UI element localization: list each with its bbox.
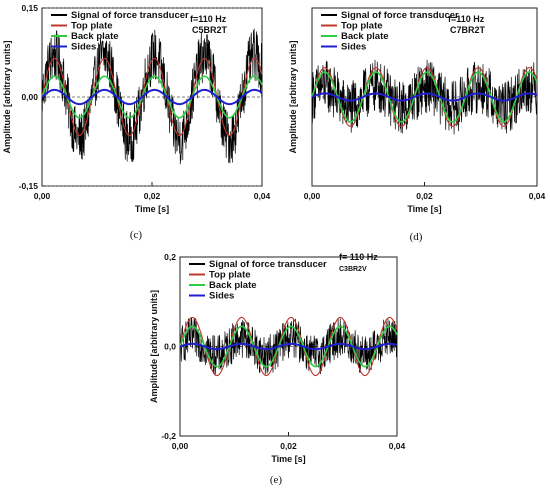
- series-line-top-plate: [311, 67, 538, 127]
- panel-caption: (d): [410, 231, 423, 243]
- series-group: [179, 316, 398, 377]
- series-line-signal: [179, 317, 398, 376]
- frequency-label: f= 110 Hz: [339, 252, 378, 262]
- y-axis-label: Amplitude [arbitrary units]: [288, 40, 298, 153]
- series-line-back-plate: [311, 71, 538, 123]
- legend-label-signal: Signal of force transducer: [341, 10, 459, 21]
- y-tick-label: -0,2: [161, 431, 176, 441]
- legend-label-signal: Signal of force transducer: [71, 10, 189, 21]
- y-tick-label: 0,0: [164, 342, 176, 352]
- series-line-signal: [41, 28, 263, 165]
- series-group: [41, 28, 263, 165]
- legend-label-signal: Signal of force transducer: [209, 259, 327, 270]
- x-tick-label: 0,02: [416, 191, 433, 201]
- series-line-back-plate: [179, 325, 398, 368]
- legend-label-back-plate: Back plate: [209, 280, 257, 291]
- x-tick-label: 0,02: [280, 441, 297, 451]
- panel-caption: (e): [270, 474, 283, 486]
- y-tick-label: 0,15: [21, 3, 38, 13]
- y-tick-label: -0,15: [19, 181, 39, 191]
- frequency-label: f=110 Hz: [448, 14, 485, 24]
- y-tick-label: 0,2: [164, 252, 176, 262]
- x-axis-label: Time [s]: [271, 454, 305, 464]
- series-line-sides: [179, 342, 398, 351]
- x-axis-label: Time [s]: [135, 204, 169, 214]
- series-line-top-plate: [179, 316, 398, 377]
- series-line-signal: [311, 59, 538, 135]
- y-tick-label: 0,00: [21, 92, 38, 102]
- annotation: f= 110 Hz C3BR2V: [339, 252, 378, 273]
- legend-label-top-plate: Top plate: [71, 21, 113, 32]
- panel-caption: (c): [130, 229, 143, 241]
- y-axis-label: Amplitude [arbitrary units]: [2, 40, 12, 153]
- y-axis-label: Amplitude [arbitrary units]: [149, 290, 159, 403]
- legend-label-sides: Sides: [71, 42, 96, 53]
- x-tick-label: 0,00: [172, 441, 189, 451]
- x-tick-label: 0,04: [254, 191, 271, 201]
- legend-label-back-plate: Back plate: [71, 31, 119, 42]
- chart-e: 0,00 0,02 0,04 -0,2 0,0 0,2 Time [s] Amplitude …: [149, 252, 406, 486]
- frequency-label: f=110 Hz: [190, 14, 227, 24]
- x-tick-label: 0,02: [144, 191, 161, 201]
- x-axis-label: Time [s]: [407, 204, 441, 214]
- series-line-sides: [41, 88, 263, 106]
- x-tick-label: 0,04: [389, 441, 406, 451]
- series-line-sides: [311, 92, 538, 102]
- x-tick-label: 0,00: [34, 191, 51, 201]
- series-line-back-plate: [41, 75, 263, 119]
- x-tick-label: 0,04: [529, 191, 546, 201]
- legend-label-top-plate: Top plate: [341, 21, 383, 32]
- legend-label-sides: Sides: [341, 42, 366, 53]
- specimen-code-label: C7BR2T: [450, 25, 486, 35]
- x-tick-label: 0,00: [304, 191, 321, 201]
- chart-d: 0,00 0,02 0,04 Time [s] Amplitude [arbitrary…: [288, 7, 546, 243]
- series-group: [311, 59, 538, 135]
- legend-label-sides: Sides: [209, 291, 234, 302]
- specimen-code-label: C5BR2T: [192, 25, 228, 35]
- legend-label-back-plate: Back plate: [341, 31, 389, 42]
- legend-label-top-plate: Top plate: [209, 270, 251, 281]
- specimen-code-label: C3BR2V: [339, 266, 367, 273]
- series-line-top-plate: [41, 57, 263, 137]
